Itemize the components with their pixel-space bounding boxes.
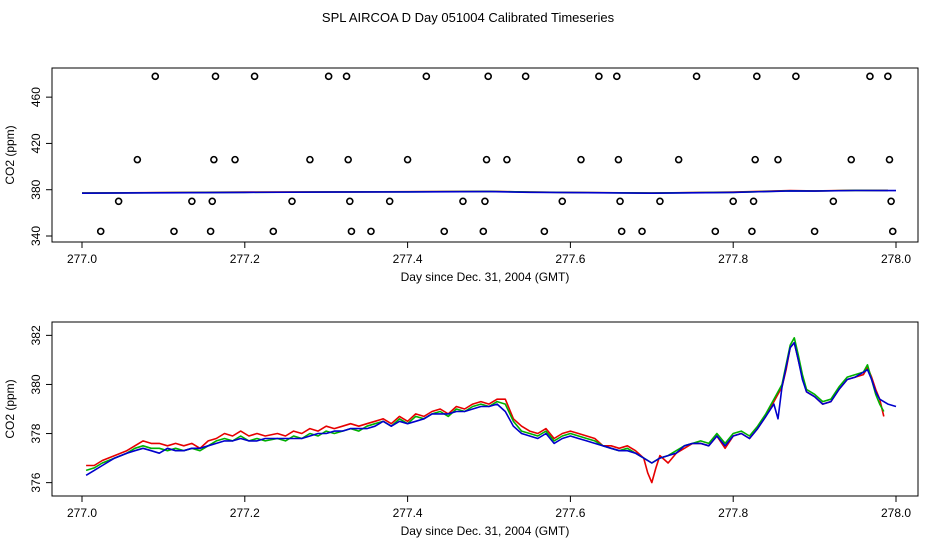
top-calibration-point — [422, 72, 431, 81]
bottom-series-green — [85, 337, 885, 472]
top-x-tick-label: 277.2 — [230, 252, 260, 266]
top-calibration-point — [612, 72, 621, 81]
bottom-x-tick-label: 277.8 — [718, 506, 748, 520]
top-y-tick-label: 420 — [29, 133, 43, 153]
top-x-tick-label: 277.0 — [67, 252, 97, 266]
top-calibration-point — [847, 155, 856, 164]
top-calibration-point — [344, 155, 352, 164]
top-calibration-point — [616, 197, 624, 206]
bottom-x-tick-label: 277.6 — [555, 506, 585, 520]
top-calibration-point — [151, 72, 160, 81]
top-calibration-point — [484, 72, 492, 81]
bottom-x-tick-label: 278.0 — [881, 506, 911, 520]
top-calibration-point — [638, 227, 646, 236]
top-calibration-point — [751, 155, 759, 164]
top-calibration-point — [748, 227, 756, 236]
bottom-axis-ticks: 277.0 277.2 277.4 277.6 277.8 278.0 376 378 380 3… — [29, 325, 911, 520]
top-calibration-point — [810, 227, 819, 236]
top-calibration-point — [96, 227, 105, 236]
top-calibration-point — [888, 227, 897, 236]
top-x-axis-title: Day since Dec. 31, 2004 (GMT) — [401, 270, 570, 284]
bottom-y-tick-label: 382 — [29, 325, 43, 345]
top-calibration-point — [367, 227, 375, 236]
top-axis-ticks: 277.0 277.2 277.4 277.6 277.8 278.0 340 380 420 4… — [29, 87, 911, 266]
top-calibration-point — [208, 197, 217, 206]
top-x-tick-label: 277.4 — [393, 252, 423, 266]
bottom-x-axis-title: Day since Dec. 31, 2004 (GMT) — [401, 524, 570, 538]
bottom-y-tick-label: 376 — [29, 472, 43, 492]
top-calibration-point — [306, 155, 314, 164]
bottom-x-tick-label: 277.4 — [393, 506, 423, 520]
top-plot-frame — [51, 67, 919, 243]
top-calibration-point — [403, 155, 412, 164]
top-calibration-point — [188, 197, 196, 206]
top-calibration-point — [133, 155, 142, 164]
top-calibration-point — [482, 155, 491, 164]
top-calibration-point — [324, 72, 333, 81]
top-calibration-point — [170, 227, 178, 236]
top-calibration-point — [866, 72, 874, 81]
top-x-tick-label: 278.0 — [881, 252, 911, 266]
top-calibration-point — [385, 197, 394, 206]
top-calibration-point — [885, 155, 894, 164]
top-calibration-point — [346, 197, 354, 206]
top-calibration-point — [206, 227, 215, 236]
top-calibration-point — [577, 155, 585, 164]
top-calibration-point — [749, 197, 758, 206]
top-calibration-point — [211, 72, 220, 81]
top-calibration-point — [540, 227, 549, 236]
top-y-tick-label: 340 — [29, 226, 43, 246]
top-calibration-point — [288, 197, 296, 206]
top-calibration-point — [774, 155, 782, 164]
top-calibration-point — [692, 72, 701, 81]
bottom-series-blue — [85, 341, 897, 476]
top-calibration-point — [210, 155, 218, 164]
top-series-lines — [81, 189, 897, 194]
bottom-x-tick-label: 277.0 — [67, 506, 97, 520]
top-calibration-point — [617, 227, 626, 236]
top-calibration-point — [521, 72, 530, 81]
top-calibration-point — [342, 72, 351, 81]
top-calibration-point — [729, 197, 738, 206]
top-x-tick-label: 277.8 — [718, 252, 748, 266]
top-calibration-point — [887, 197, 895, 206]
bottom-series-lines — [85, 337, 897, 484]
top-calibration-point — [269, 227, 278, 236]
top-calibration-point — [674, 155, 683, 164]
top-series-blue — [81, 189, 897, 194]
top-x-tick-label: 277.6 — [555, 252, 585, 266]
bottom-series-red — [86, 341, 885, 484]
bottom-plot-frame — [51, 321, 919, 497]
bottom-y-axis-title: CO2 (ppm) — [3, 379, 17, 438]
top-calibration-point — [792, 72, 800, 81]
top-y-axis-title: CO2 (ppm) — [3, 125, 17, 184]
top-calibration-point — [656, 197, 664, 206]
top-calibration-point — [231, 155, 239, 164]
top-calibration-point — [481, 197, 489, 206]
bottom-panel: Day since Dec. 31, 2004 (GMT) CO2 (ppm) … — [3, 321, 919, 538]
top-calibration-point — [503, 155, 511, 164]
top-calibration-point — [250, 72, 259, 81]
top-calibration-point — [479, 227, 488, 236]
top-calibration-point — [558, 197, 567, 206]
top-calibration-point — [347, 227, 356, 236]
top-panel: Day since Dec. 31, 2004 (GMT) CO2 (ppm) … — [3, 67, 919, 284]
top-calibration-point — [711, 227, 720, 236]
top-calibration-points — [96, 72, 897, 236]
bottom-y-tick-label: 378 — [29, 423, 43, 443]
top-calibration-point — [459, 197, 467, 206]
top-calibration-point — [440, 227, 449, 236]
top-calibration-point — [753, 72, 761, 81]
top-y-tick-label: 380 — [29, 179, 43, 199]
page-title: SPL AIRCOA D Day 051004 Calibrated Times… — [322, 10, 615, 25]
top-calibration-point — [595, 72, 603, 81]
bottom-y-tick-label: 380 — [29, 374, 43, 394]
top-calibration-point — [829, 197, 838, 206]
top-calibration-point — [614, 155, 623, 164]
bottom-x-tick-label: 277.2 — [230, 506, 260, 520]
top-calibration-point — [114, 197, 123, 206]
top-calibration-point — [884, 72, 892, 81]
top-y-tick-label: 460 — [29, 87, 43, 107]
